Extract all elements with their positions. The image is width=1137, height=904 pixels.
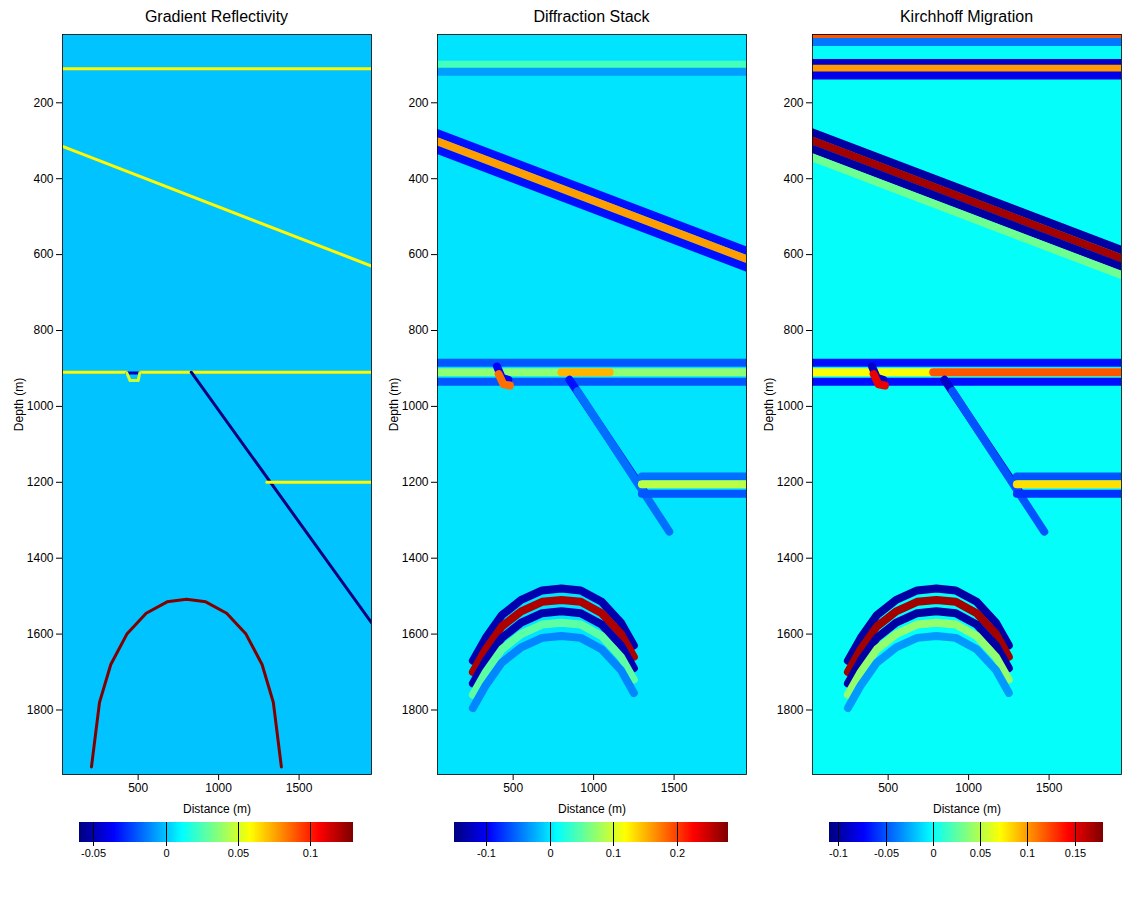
svg-text:0.2: 0.2 (669, 847, 684, 859)
svg-text:Depth (m): Depth (m) (12, 378, 26, 431)
svg-text:-0.1: -0.1 (477, 847, 496, 859)
svg-text:400: 400 (408, 172, 428, 186)
svg-text:0: 0 (547, 847, 553, 859)
svg-text:-0.05: -0.05 (80, 847, 105, 859)
svg-text:200: 200 (33, 96, 53, 110)
svg-text:1500: 1500 (286, 781, 313, 795)
html-text:Diffraction Stack: Diffraction Stack (533, 8, 650, 25)
svg-text:1800: 1800 (27, 703, 54, 717)
svg-text:800: 800 (783, 323, 803, 337)
svg-text:1400: 1400 (777, 551, 804, 565)
svg-text:600: 600 (33, 247, 53, 261)
svg-text:Distance (m): Distance (m) (558, 802, 626, 816)
html-text:Kirchhoff Migration: Kirchhoff Migration (899, 8, 1033, 25)
svg-text:1800: 1800 (402, 703, 429, 717)
svg-text:1000: 1000 (27, 399, 54, 413)
svg-text:0: 0 (930, 847, 936, 859)
svg-text:800: 800 (408, 323, 428, 337)
svg-text:200: 200 (783, 96, 803, 110)
svg-text:0.05: 0.05 (969, 847, 990, 859)
html-text:Gradient Reflectivity: Gradient Reflectivity (144, 8, 289, 25)
svg-text:600: 600 (408, 247, 428, 261)
svg-text:1600: 1600 (27, 627, 54, 641)
svg-text:Depth (m): Depth (m) (387, 378, 401, 431)
svg-text:1600: 1600 (777, 627, 804, 641)
svg-text:-0.1: -0.1 (829, 847, 848, 859)
svg-text:1000: 1000 (205, 781, 232, 795)
svg-text:1500: 1500 (1036, 781, 1063, 795)
svg-text:1500: 1500 (661, 781, 688, 795)
svg-text:1200: 1200 (402, 475, 429, 489)
svg-text:Depth (m): Depth (m) (762, 378, 776, 431)
svg-text:Distance (m): Distance (m) (933, 802, 1001, 816)
svg-text:200: 200 (408, 96, 428, 110)
svg-text:1600: 1600 (402, 627, 429, 641)
svg-text:800: 800 (33, 323, 53, 337)
svg-text:1400: 1400 (27, 551, 54, 565)
svg-text:400: 400 (783, 172, 803, 186)
svg-text:400: 400 (33, 172, 53, 186)
svg-text:1200: 1200 (27, 475, 54, 489)
svg-text:0.1: 0.1 (302, 847, 317, 859)
svg-text:Distance (m): Distance (m) (183, 802, 251, 816)
svg-text:1800: 1800 (777, 703, 804, 717)
svg-text:1000: 1000 (402, 399, 429, 413)
svg-text:0: 0 (163, 847, 169, 859)
svg-text:-0.05: -0.05 (873, 847, 898, 859)
svg-text:1000: 1000 (955, 781, 982, 795)
svg-text:0.1: 0.1 (1019, 847, 1034, 859)
svg-text:1000: 1000 (777, 399, 804, 413)
svg-text:1400: 1400 (402, 551, 429, 565)
svg-text:500: 500 (128, 781, 148, 795)
svg-text:500: 500 (878, 781, 898, 795)
svg-text:500: 500 (503, 781, 523, 795)
svg-text:0.1: 0.1 (605, 847, 620, 859)
svg-text:0.05: 0.05 (227, 847, 248, 859)
svg-text:600: 600 (783, 247, 803, 261)
svg-text:0.15: 0.15 (1064, 847, 1085, 859)
svg-text:1000: 1000 (580, 781, 607, 795)
svg-text:1200: 1200 (777, 475, 804, 489)
